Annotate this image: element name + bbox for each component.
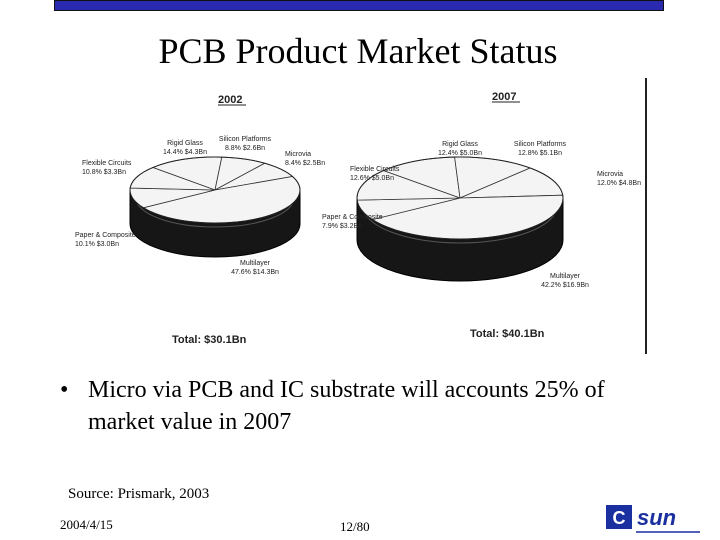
slice-label-value: 8.8% $2.6Bn [225, 145, 265, 152]
slice-label-name: Flexible Circuits [82, 160, 132, 167]
chart-total-label: Total: $40.1Bn [470, 328, 545, 340]
slice-label-name: Rigid Glass [442, 141, 478, 148]
bullet-marker: • [60, 377, 69, 403]
pie-charts-svg: Rigid Glass 14.4% $4.3Bn Silicon Platforms… [75, 91, 641, 346]
slice-label-value: 10.8% $3.3Bn [82, 169, 126, 176]
slice-label-value: 47.6% $14.3Bn [231, 269, 279, 276]
chart-title: 2007 [492, 91, 516, 103]
slice-label-value: 10.1% $3.0Bn [75, 241, 119, 248]
slice-label-name: Multilayer [550, 273, 581, 280]
slice-label-value: 12.8% $5.1Bn [518, 150, 562, 157]
pie-charts-figure: Rigid Glass 14.4% $4.3Bn Silicon Platforms… [60, 78, 650, 356]
slice-label-name: Multilayer [240, 260, 271, 267]
source-note: Source: Prismark, 2003 [68, 486, 210, 502]
slice-label-name: Microvia [597, 171, 623, 178]
slide-title: PCB Product Market Status [158, 31, 558, 71]
pie-2007-side-highlight [362, 205, 558, 244]
slice-label-value: 14.4% $4.3Bn [163, 149, 207, 156]
chart-total-label: Total: $30.1Bn [172, 334, 247, 346]
slice-label-name: Paper & Composite [75, 232, 136, 239]
slice-label-value: 7.9% $3.2Bn [322, 223, 362, 230]
page-number: 12/80 [340, 519, 370, 534]
pie-2002-side-highlight [135, 197, 295, 228]
slice-label-name: Microvia [285, 151, 311, 158]
slice-label-value: 8.4% $2.5Bn [285, 160, 325, 167]
bullet-text: Micro via PCB and IC substrate will acco… [88, 377, 605, 435]
slice-label-value: 12.4% $5.0Bn [438, 150, 482, 157]
chart-title: 2002 [218, 94, 242, 106]
footer-date: 2004/4/15 [60, 517, 113, 532]
logo-mark-box [606, 505, 632, 529]
slice-label-value: 42.2% $16.9Bn [541, 282, 589, 289]
slice-label-name: Silicon Platforms [514, 141, 567, 148]
csun-logo: C sun [606, 505, 700, 533]
figure-edge-line [645, 78, 647, 354]
slice-label-value: 12.6% $5.0Bn [350, 175, 394, 182]
top-accent-bar [54, 0, 664, 11]
slice-label-name: Paper & Composite [322, 214, 383, 221]
slice-label-name: Rigid Glass [167, 140, 203, 147]
logo-mark-letter: C [613, 508, 626, 528]
slice-label-name: Flexible Circuits [350, 166, 400, 173]
pie-2007-rim [356, 156, 564, 240]
logo-wordmark: sun [637, 505, 676, 530]
slice-label-value: 12.0% $4.8Bn [597, 180, 641, 187]
pie-2002-rim [129, 156, 301, 224]
slice-label-name: Silicon Platforms [219, 136, 272, 143]
